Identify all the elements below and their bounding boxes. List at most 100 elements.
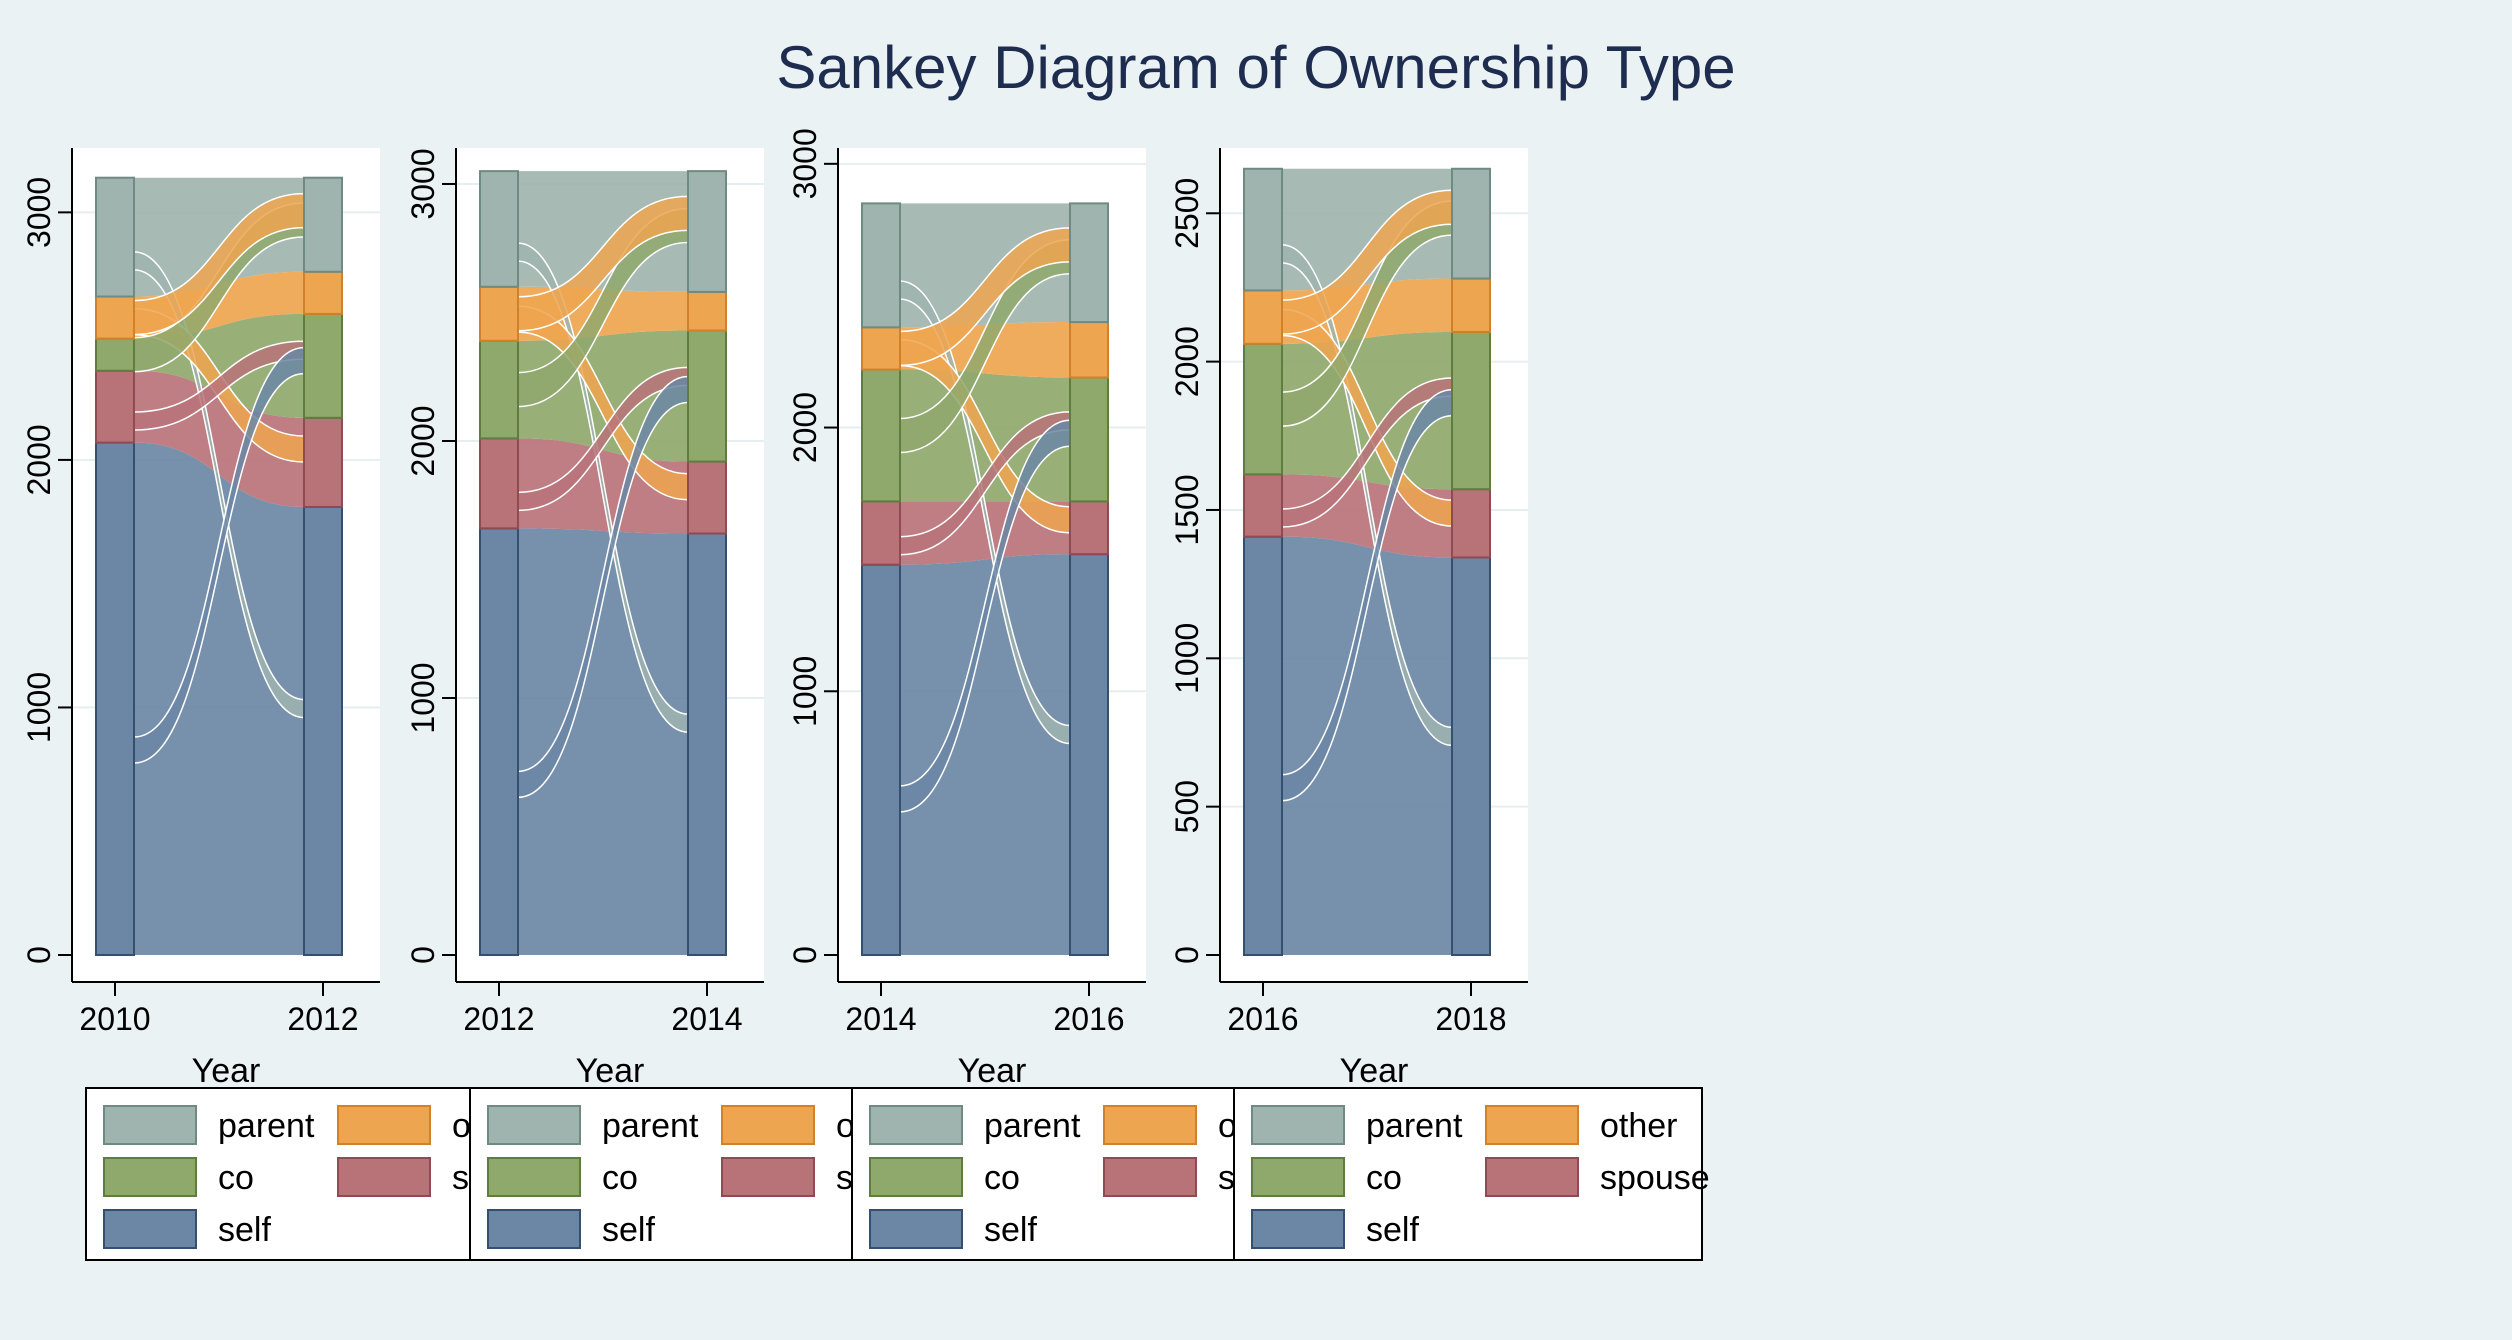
- nodes: [95, 176, 343, 956]
- node-right-spouse: [303, 416, 343, 508]
- legend-label: parent: [1366, 1107, 1463, 1145]
- y-tick-label: 2000: [21, 424, 57, 495]
- x-ticks: 2016 2018: [1227, 982, 1507, 1037]
- legend-label: self: [218, 1211, 271, 1249]
- y-tick-label: 0: [405, 946, 441, 964]
- legend-label: co: [602, 1159, 638, 1197]
- legend-swatch: [487, 1105, 581, 1145]
- legend-swatch: [869, 1105, 963, 1145]
- y-ticks: 0 1000 2000 3000: [21, 177, 72, 964]
- flow-self: [1282, 536, 1452, 955]
- x-tick-label: 2010: [79, 1001, 150, 1037]
- y-tick-label: 0: [21, 946, 57, 964]
- legend-swatch: [1251, 1105, 1345, 1145]
- legend-label: parent: [602, 1107, 699, 1145]
- node-left-self: [1243, 535, 1283, 957]
- legend-item-self: self: [103, 1209, 271, 1249]
- y-tick-label: 500: [1169, 780, 1205, 833]
- node-right-other: [1069, 321, 1109, 379]
- node-right-spouse: [1451, 488, 1491, 559]
- y-tick-label: 1000: [405, 662, 441, 733]
- node-left-parent: [1243, 167, 1283, 292]
- node-left-spouse: [95, 369, 135, 444]
- flow-parent: [1282, 168, 1452, 291]
- legend-swatch: [337, 1157, 431, 1197]
- chart-title: Sankey Diagram of Ownership Type: [776, 34, 1735, 101]
- node-left-co: [1243, 342, 1283, 476]
- legend: parent other co spouse self: [1233, 1087, 1710, 1261]
- node-left-parent: [479, 170, 519, 288]
- node-right-self: [687, 532, 727, 957]
- legend-item-parent: parent: [869, 1105, 1081, 1145]
- nodes: [479, 170, 727, 957]
- node-right-co: [303, 312, 343, 419]
- x-tick-label: 2012: [463, 1001, 534, 1037]
- x-ticks: 2010 2012: [79, 982, 359, 1037]
- node-left-self: [95, 441, 135, 956]
- node-left-parent: [861, 202, 901, 329]
- legend-swatch: [721, 1105, 815, 1145]
- node-left-spouse: [479, 437, 519, 530]
- legend-swatch: [103, 1105, 197, 1145]
- sankey-panel-1: 0 1000 2000 3000 2010 2012 Yearparentothercosp…: [21, 148, 562, 1261]
- node-right-co: [1451, 330, 1491, 491]
- legend-swatch: [487, 1209, 581, 1249]
- flow-self: [900, 554, 1070, 955]
- x-tick-label: 2012: [287, 1001, 358, 1037]
- legend-swatch: [337, 1105, 431, 1145]
- legend-item-parent: parent: [487, 1105, 699, 1145]
- node-left-self: [479, 527, 519, 957]
- x-tick-label: 2016: [1227, 1001, 1298, 1037]
- sankey-panel-3: 010002000300020142016Yearparentothercosp…: [787, 128, 1328, 1261]
- flow-parent: [900, 203, 1070, 328]
- x-axis-label: Year: [958, 1052, 1027, 1090]
- legend-swatch: [103, 1157, 197, 1197]
- node-right-self: [1451, 556, 1491, 956]
- node-right-co: [1069, 376, 1109, 503]
- node-left-co: [479, 339, 519, 440]
- nodes: [1243, 167, 1491, 957]
- y-ticks: 0 500 1000 1500 2000 2500: [1169, 178, 1220, 964]
- x-axis-label: Year: [576, 1052, 645, 1090]
- y-tick-label: 3000: [405, 148, 441, 219]
- node-left-other: [479, 285, 519, 342]
- legend-swatch: [1251, 1157, 1345, 1197]
- node-right-self: [303, 505, 343, 956]
- node-right-self: [1069, 553, 1109, 956]
- y-ticks: 0 1000 2000 3000: [787, 128, 838, 964]
- node-left-parent: [95, 176, 135, 298]
- y-tick-label: 1500: [1169, 474, 1205, 545]
- flows: [133, 177, 305, 956]
- y-tick-label: 0: [787, 946, 823, 964]
- flows: [1281, 168, 1453, 955]
- legend-label: parent: [218, 1107, 315, 1145]
- legend-swatch: [103, 1209, 197, 1249]
- legend-label: parent: [984, 1107, 1081, 1145]
- legend-swatch: [1251, 1209, 1345, 1249]
- y-tick-label: 1000: [787, 656, 823, 727]
- legend-swatch: [721, 1157, 815, 1197]
- node-right-parent: [303, 176, 343, 273]
- flows: [899, 203, 1071, 955]
- legend-label: spouse: [1600, 1159, 1710, 1197]
- flow-parent: [518, 171, 688, 292]
- node-right-other: [1451, 277, 1491, 333]
- x-axis-label: Year: [1340, 1052, 1409, 1090]
- node-right-other: [303, 270, 343, 315]
- legend-label: self: [1366, 1211, 1419, 1249]
- legend-swatch: [869, 1157, 963, 1197]
- legend-item-other: other: [1485, 1105, 1678, 1145]
- node-right-parent: [1451, 167, 1491, 280]
- legend-item-parent: parent: [103, 1105, 315, 1145]
- x-tick-label: 2014: [845, 1001, 916, 1037]
- node-left-co: [861, 368, 901, 503]
- legend-label: co: [1366, 1159, 1402, 1197]
- y-tick-label: 0: [1169, 946, 1205, 964]
- x-axis-label: Year: [192, 1052, 261, 1090]
- sankey-panels: 0 1000 2000 3000 2010 2012 Year parent other co sp…: [21, 128, 1710, 1261]
- flow-self: [518, 528, 688, 955]
- legend-item-self: self: [487, 1209, 655, 1249]
- y-tick-label: 2000: [787, 392, 823, 463]
- node-right-other: [687, 290, 727, 332]
